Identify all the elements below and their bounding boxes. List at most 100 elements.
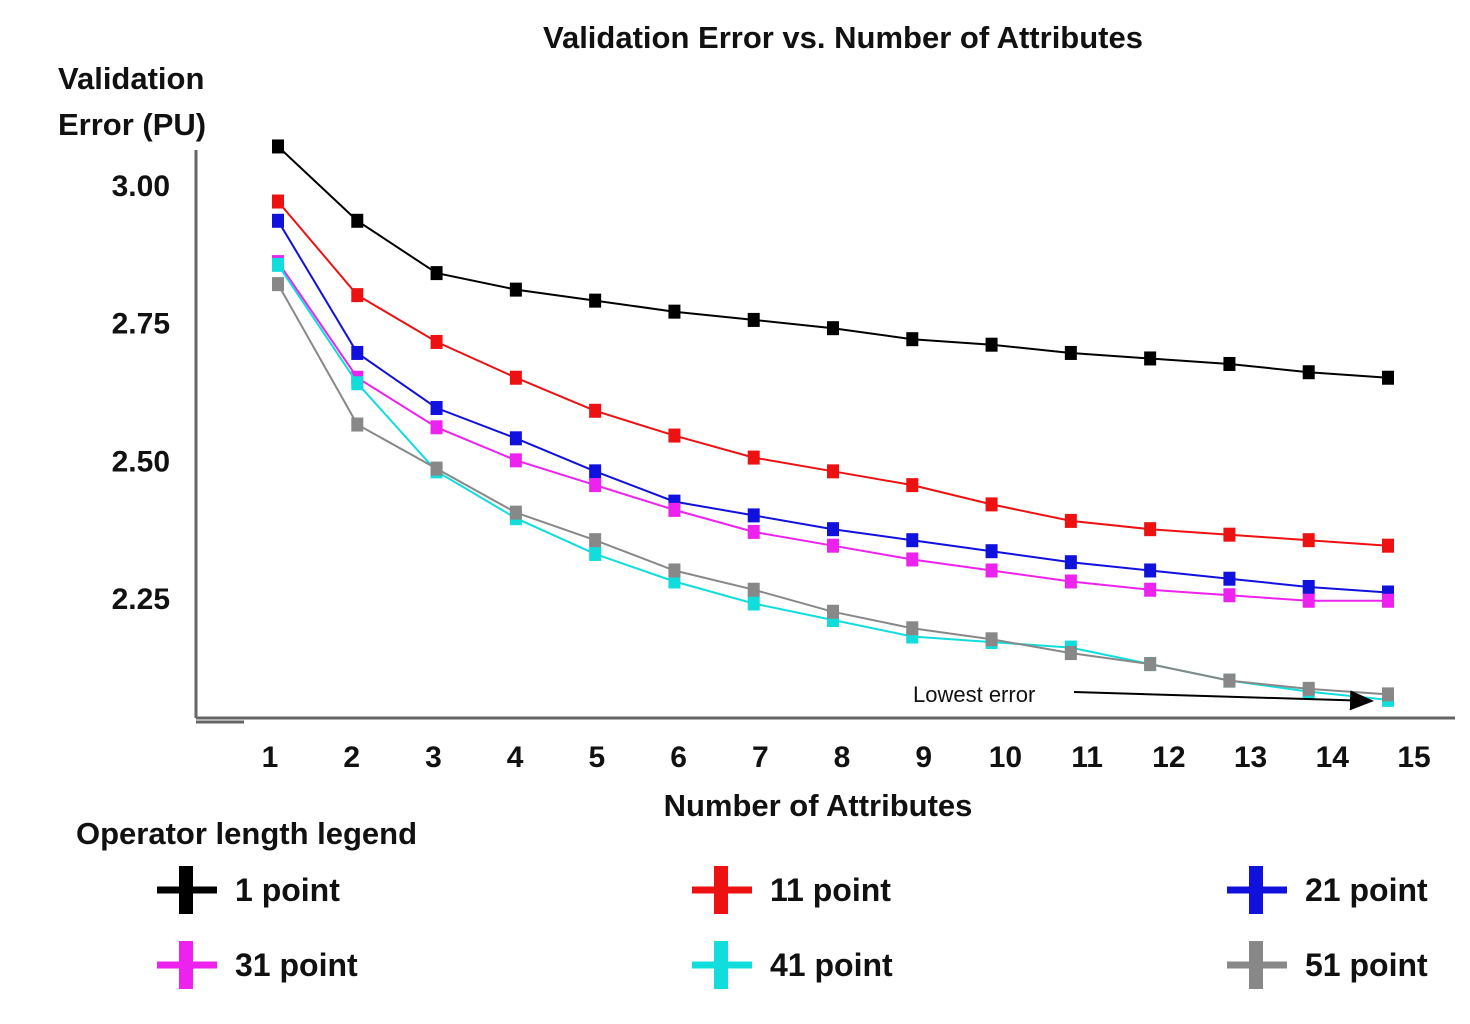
data-point-marker	[827, 604, 839, 619]
legend-swatch-marker	[1249, 866, 1263, 914]
data-point-marker	[272, 257, 284, 272]
data-point-marker	[827, 522, 839, 537]
legend-label: 41 point	[770, 947, 893, 983]
data-point-marker	[747, 582, 760, 597]
data-point-marker	[430, 401, 443, 416]
y-tick-label: 3.00	[112, 170, 170, 203]
data-point-marker	[1223, 571, 1236, 586]
data-point-marker	[906, 621, 919, 636]
data-point-marker	[747, 450, 760, 465]
data-point-marker	[1382, 687, 1394, 702]
x-tick-label: 2	[343, 741, 360, 774]
data-point-marker	[351, 345, 364, 360]
data-point-marker	[827, 464, 839, 479]
annotation-arrow	[1073, 690, 1374, 711]
data-point-marker	[589, 464, 602, 479]
data-point-marker	[747, 312, 760, 327]
legend-item: 41 point	[692, 941, 893, 989]
legend-swatch-marker	[179, 866, 193, 914]
legend-item: 31 point	[157, 941, 358, 989]
series-21-point	[272, 213, 1394, 600]
data-point-marker	[906, 552, 919, 567]
y-tick-label: 2.75	[112, 308, 170, 341]
data-point-marker	[1064, 513, 1077, 528]
data-point-marker	[985, 337, 998, 352]
data-point-marker	[985, 544, 998, 559]
data-point-marker	[747, 508, 760, 523]
data-point-marker	[272, 194, 284, 209]
series-group	[272, 139, 1394, 707]
legend-label: 11 point	[770, 872, 891, 908]
data-point-marker	[509, 282, 522, 297]
x-tick-label: 13	[1234, 741, 1267, 774]
data-point-marker	[1382, 538, 1394, 553]
data-point-marker	[272, 213, 284, 228]
legend-item: 21 point	[1227, 866, 1428, 914]
x-tick-label: 8	[834, 741, 851, 774]
y-axis-label-line2: Error (PU)	[58, 107, 206, 142]
data-point-marker	[1064, 646, 1077, 661]
x-axis-label: Number of Attributes	[664, 788, 973, 823]
x-tick-label: 7	[752, 741, 769, 774]
y-axis-label-line1: Validation	[58, 61, 204, 96]
x-tick-label: 9	[915, 741, 932, 774]
data-point-marker	[1144, 522, 1157, 537]
y-tick-labels: 3.00 2.75 2.50 2.25	[112, 170, 170, 616]
legend-label: 21 point	[1305, 872, 1428, 908]
series-51-point	[272, 277, 1394, 702]
x-tick-label: 12	[1152, 741, 1185, 774]
data-point-marker	[1382, 593, 1394, 608]
chart-title: Validation Error vs. Number of Attribute…	[543, 20, 1143, 55]
data-point-marker	[509, 453, 522, 468]
data-point-marker	[747, 596, 760, 611]
data-point-marker	[1064, 555, 1077, 570]
data-point-marker	[906, 533, 919, 548]
x-tick-label: 15	[1397, 741, 1430, 774]
data-point-marker	[509, 431, 522, 446]
axes	[194, 150, 1455, 724]
legend-swatch-marker	[179, 941, 193, 989]
data-point-marker	[430, 420, 443, 435]
data-point-marker	[1223, 527, 1236, 542]
data-point-marker	[668, 574, 681, 589]
legend-item: 11 point	[692, 866, 891, 914]
data-point-marker	[1382, 370, 1394, 385]
x-tick-label: 10	[989, 741, 1022, 774]
data-point-marker	[272, 277, 284, 292]
legend-label: 1 point	[235, 872, 340, 908]
data-point-marker	[985, 563, 998, 578]
y-tick-label: 2.50	[112, 445, 170, 478]
data-point-marker	[589, 293, 602, 308]
legend-label: 51 point	[1305, 947, 1428, 983]
data-point-marker	[985, 497, 998, 512]
legend-label: 31 point	[235, 947, 358, 983]
legend-item: 51 point	[1227, 941, 1428, 989]
data-point-marker	[668, 563, 681, 578]
x-tick-label: 5	[589, 741, 606, 774]
data-point-marker	[351, 213, 364, 228]
data-point-marker	[1223, 588, 1236, 603]
data-point-marker	[1302, 579, 1315, 594]
y-tick-label: 2.25	[112, 583, 170, 616]
data-point-marker	[747, 524, 760, 539]
series-11-point	[272, 194, 1394, 553]
data-point-marker	[1302, 533, 1315, 548]
data-point-marker	[1064, 345, 1077, 360]
data-point-marker	[1144, 657, 1157, 672]
data-point-marker	[509, 370, 522, 385]
data-point-marker	[1302, 593, 1315, 608]
data-point-marker	[668, 304, 681, 319]
data-point-marker	[1302, 681, 1315, 696]
data-point-marker	[827, 538, 839, 553]
legend-swatch-marker	[714, 866, 728, 914]
x-tick-label: 4	[507, 741, 524, 774]
data-point-marker	[1144, 582, 1157, 597]
data-point-marker	[272, 139, 284, 154]
legend: 1 point 11 point 21 point 31 point 41 point 5…	[157, 866, 1428, 989]
data-point-marker	[1223, 673, 1236, 688]
data-point-marker	[906, 478, 919, 493]
x-tick-label: 11	[1071, 741, 1103, 774]
legend-swatch-marker	[714, 941, 728, 989]
x-tick-label: 14	[1316, 741, 1350, 774]
